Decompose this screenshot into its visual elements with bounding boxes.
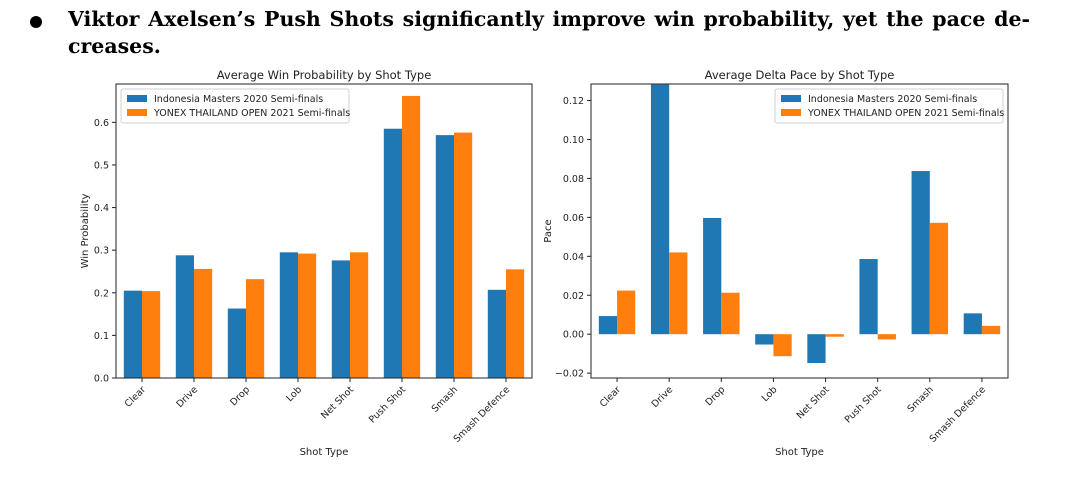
y-tick-label: 0.1 [94,331,109,342]
y-tick-label: 0.02 [563,291,584,302]
win-probability-chart: Average Win Probability by Shot Type 0.0 0… [80,68,533,458]
bar-2-smash [929,222,949,335]
x-tick-label: Clear [598,384,623,409]
y-tick-label: 0.04 [563,252,584,263]
bar-1-net-shot [807,334,826,364]
x-tick-label: Smash Defence [928,384,989,445]
y-tick-label: 0.12 [563,96,584,107]
bar-1-smash-defence [487,289,506,378]
bar-2-smash-defence [981,325,1001,335]
legend-box [120,88,350,124]
y-tick-label: 0.6 [94,118,109,129]
y-axis-label: Pace [543,219,554,242]
bar-2-drop [721,292,740,335]
bar-2-lob [773,334,792,357]
legend-swatch-2 [781,109,801,116]
chart-title: Average Win Probability by Shot Type [217,68,432,82]
x-tick-label: Push Shot [843,384,884,425]
bar-1-drive [175,255,194,378]
x-tick-label: Drive [174,384,200,410]
heading-text: Viktor Axelsen’s Push Shots significantl… [68,6,1030,60]
chart-title: Average Delta Pace by Shot Type [705,68,895,82]
bar-2-push-shot [877,334,896,340]
bar-1-drop [227,308,246,378]
bar-1-smash [911,171,930,335]
bar-2-clear [617,290,636,335]
x-tick-label: Drop [703,384,727,408]
bar-2-net-shot [350,252,369,378]
bar-1-push-shot [859,259,878,335]
x-tick-label: Smash Defence [452,384,513,445]
legend-swatch-2 [127,109,147,116]
bar-1-lob [279,252,298,378]
x-tick-label: Net Shot [795,384,832,421]
bar-2-clear [142,291,161,378]
bar-2-drive [194,268,213,378]
x-tick-label: Drop [228,384,252,408]
y-tick-label: 0.10 [563,135,584,146]
x-tick-label: Smash [430,384,460,414]
x-tick-label: Lob [760,384,780,404]
x-axis-label: Shot Type [775,447,824,458]
legend-label-1: Indonesia Masters 2020 Semi-finals [808,94,977,105]
y-tick-label: 0.06 [563,213,584,224]
legend: Indonesia Masters 2020 Semi-finals YONEX … [120,88,350,124]
y-tick-label: 0.2 [94,288,109,299]
x-tick-label: Push Shot [367,384,408,425]
y-tick-label: 0.08 [563,174,584,185]
y-tick-label: −0.02 [555,369,584,380]
bar-1-clear [598,316,618,335]
bar-2-lob [298,253,317,378]
delta-pace-chart: Average Delta Pace by Shot Type −0.02 0.00… [543,68,1009,458]
plot-frame [115,83,533,379]
x-axis-label: Shot Type [300,447,349,458]
bar-1-smash [435,135,454,378]
bar-2-smash [454,132,473,378]
bar-2-push-shot [402,95,421,379]
x-tick-label: Net Shot [319,384,356,421]
bar-1-drive [650,84,670,335]
bar-2-smash-defence [506,269,525,378]
bar-1-lob [755,334,774,345]
bar-1-smash-defence [963,313,982,335]
x-tick-label: Drive [650,384,676,410]
legend-swatch-1 [127,95,147,102]
y-tick-label: 0.3 [94,246,109,257]
bar-1-net-shot [331,260,350,378]
legend-label-1: Indonesia Masters 2020 Semi-finals [154,94,323,105]
bar-2-drive [669,252,688,335]
y-tick-label: 0.0 [94,374,109,385]
y-tick-label: 0.4 [94,203,109,214]
y-tick-label: 0.00 [563,330,584,341]
heading-line-2: creases. [68,34,161,58]
bar-2-drop [246,279,265,378]
x-tick-label: Clear [123,384,148,409]
x-tick-label: Lob [284,384,304,404]
legend-box [774,88,1004,124]
heading-line-1: Viktor Axelsen’s Push Shots significantl… [68,7,1030,31]
bar-1-push-shot [383,128,402,378]
legend-label-2: YONEX THAILAND OPEN 2021 Semi-finals [153,108,350,119]
x-tick-label: Smash [905,384,935,414]
bar-1-clear [123,290,142,378]
y-axis-label: Win Probability [80,194,91,269]
bar-1-drop [703,217,722,335]
bullet-dot-icon [30,16,42,28]
y-tick-label: 0.5 [94,160,109,171]
plot-frame [590,83,1009,379]
legend-swatch-1 [781,95,801,102]
legend-label-2: YONEX THAILAND OPEN 2021 Semi-finals [807,108,1004,119]
legend: Indonesia Masters 2020 Semi-finals YONEX … [774,88,1004,124]
bar-2-net-shot [825,334,844,337]
